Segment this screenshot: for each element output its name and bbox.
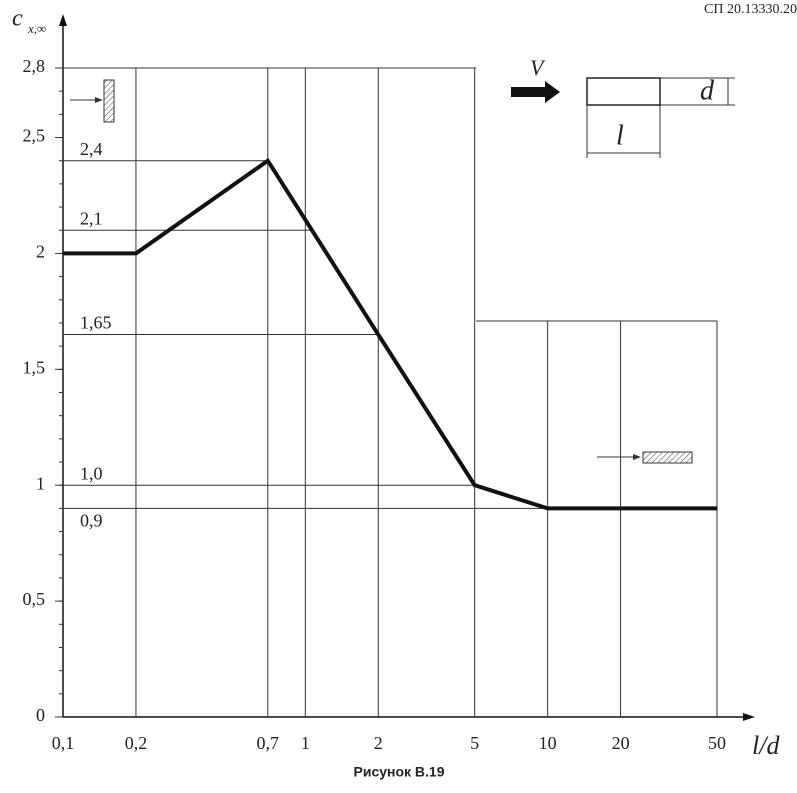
inset-arrowhead (633, 454, 641, 460)
reference-label: 1,0 (80, 463, 103, 483)
x-tick-label: 2 (374, 733, 383, 753)
x-axis-arrow (743, 713, 755, 721)
reference-label: 2,1 (80, 208, 103, 228)
y-axis-label-sub: x,∞ (27, 21, 46, 36)
inset-label: l (616, 120, 624, 151)
inset-plate (642, 451, 693, 464)
reference-label: 0,9 (80, 511, 103, 531)
section-rect (586, 77, 661, 106)
y-tick-label: 0,5 (23, 589, 46, 609)
inset-arrowhead (95, 97, 103, 103)
x-tick-label: 0,1 (52, 733, 75, 753)
x-tick-label: 20 (612, 733, 630, 753)
inset-label: d (700, 75, 715, 106)
x-tick-label: 1 (301, 733, 310, 753)
reference-label: 2,4 (80, 139, 103, 159)
y-tick-label: 0 (36, 705, 45, 725)
wind-arrow (511, 81, 560, 103)
y-tick-label: 2,5 (23, 126, 46, 146)
x-tick-label: 5 (470, 733, 479, 753)
y-tick-label: 1 (36, 473, 45, 493)
y-tick-label: 2,8 (23, 56, 46, 76)
x-tick-label: 0,2 (125, 733, 148, 753)
caption: Рисунок В.19 (354, 764, 445, 780)
x-axis-label: l/d (752, 731, 780, 760)
inset-label: V (530, 55, 546, 80)
x-tick-label: 0,7 (257, 733, 280, 753)
y-tick-label: 1,5 (23, 357, 46, 377)
y-tick-label: 2 (36, 242, 45, 262)
y-axis-label: c (12, 6, 23, 32)
y-axis-arrow (59, 14, 67, 26)
header: СП 20.13330.20 (704, 2, 797, 17)
reference-label: 1,65 (80, 313, 112, 333)
x-tick-label: 10 (539, 733, 557, 753)
x-tick-label: 50 (708, 733, 726, 753)
data-line (63, 157, 717, 511)
inset-plate (103, 79, 115, 123)
